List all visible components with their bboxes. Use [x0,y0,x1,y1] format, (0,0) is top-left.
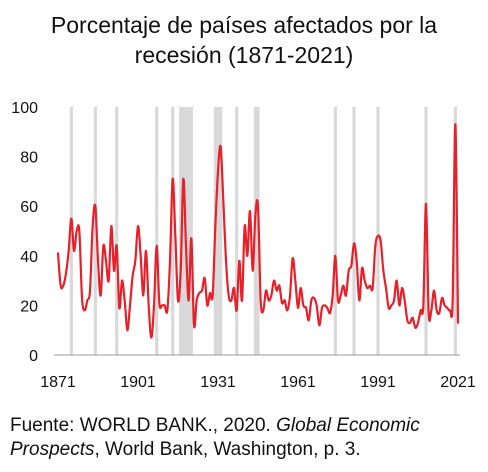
series-line-layer [56,123,460,339]
recession-band-1908 [155,107,159,355]
source-note: Fuente: WORLD BANK., 2020. Global Econom… [10,414,480,462]
y-tick-label-80: 80 [20,150,38,167]
series-line-0 [56,123,460,339]
chart-title: Porcentaje de países afectados por la re… [0,10,488,70]
recession-bands [69,107,457,355]
recession-band-2020 [453,107,457,355]
x-tick-label-1901: 1901 [120,374,156,391]
y-tick-label-100: 100 [11,100,38,117]
recession-band-1930 [213,107,223,355]
recession-band-1938 [235,107,239,355]
source-title: Global Economic Prospects [10,415,420,460]
x-tick-label-1931: 1931 [200,374,236,391]
y-tick-label-20: 20 [20,298,38,315]
x-tick-label-2021: 2021 [440,374,476,391]
y-axis-ticks: 0 20 40 60 80 100 [11,100,38,365]
recession-band-1975 [333,107,337,355]
recession-band-1876 [69,107,73,355]
y-tick-label-40: 40 [20,249,38,266]
recession-band-1991 [376,107,380,355]
x-tick-label-1991: 1991 [360,374,396,391]
recession-band-1914 [171,107,175,355]
chart-title-line-2: recesión (1871-2021) [134,42,354,68]
recession-band-1945 [253,107,260,355]
recession-band-1893 [115,107,119,355]
recession-band-1885 [93,107,97,355]
x-tick-label-1961: 1961 [280,374,316,391]
x-tick-label-1871: 1871 [40,374,76,391]
x-axis-ticks: 1871 1901 1931 1961 1991 2021 [40,374,476,391]
recession-band-1982 [352,107,356,355]
recession-line-chart: 0 20 40 60 80 100 1871 1901 1931 1961 1991 2021 [11,100,476,391]
chart-title-line-1: Porcentaje de países afectados por la [50,12,438,38]
source-prefix: Fuente: WORLD BANK., 2020. [10,415,277,436]
source-suffix: , World Bank, Washington, p. 3. [94,439,361,460]
y-tick-label-60: 60 [20,199,38,216]
y-tick-label-0: 0 [29,348,38,365]
